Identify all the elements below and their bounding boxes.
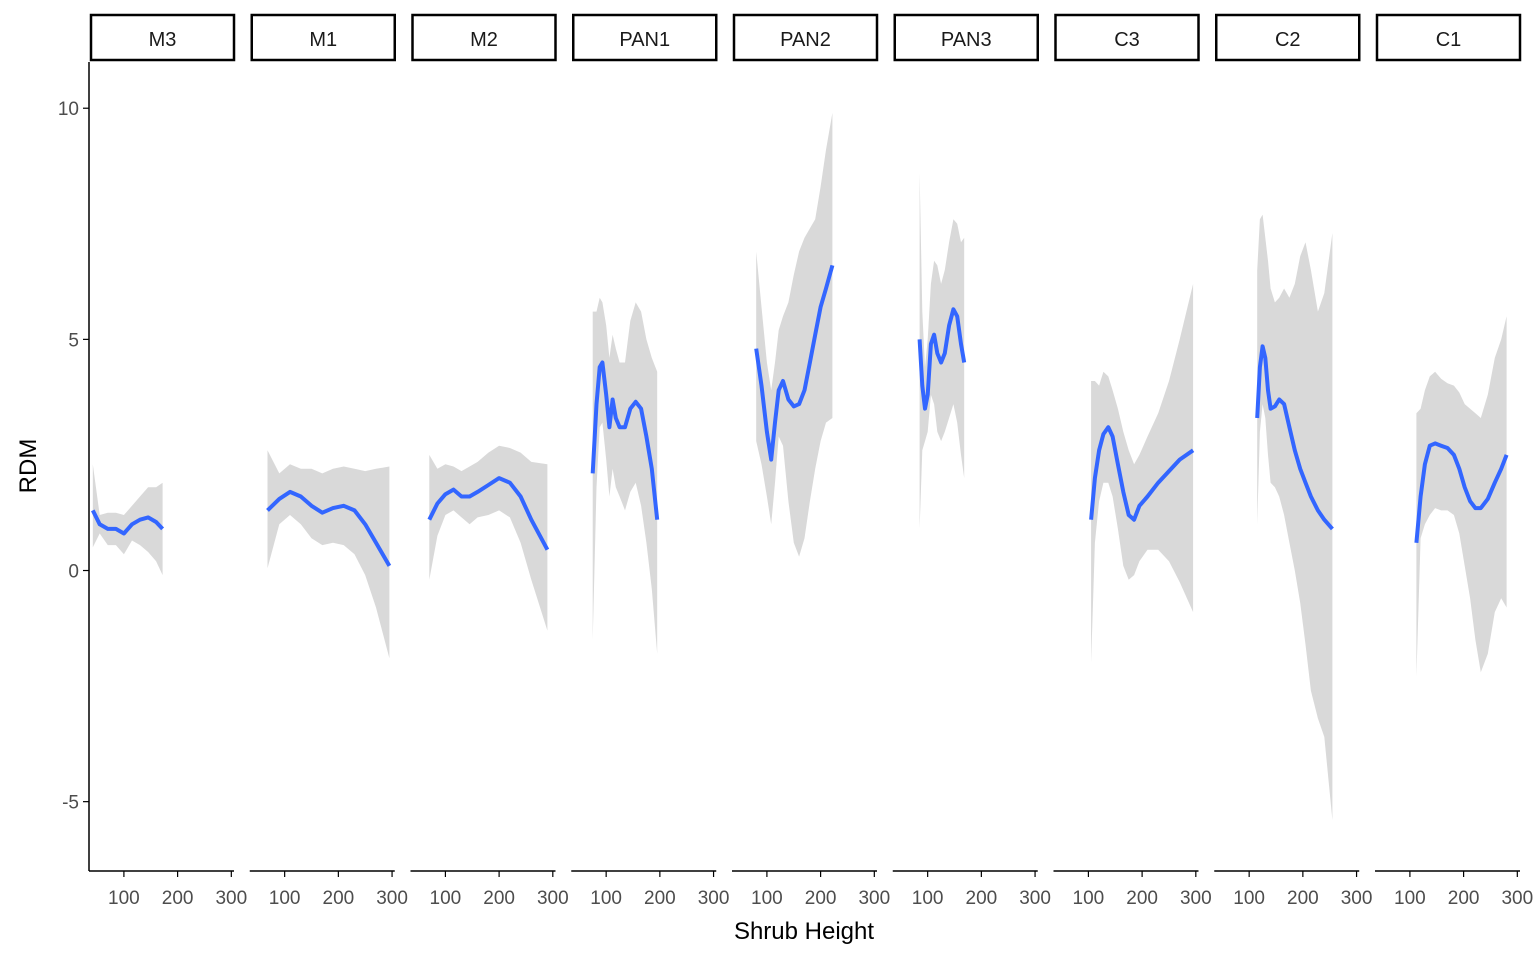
y-tick-label: 5 (68, 330, 79, 351)
smooth-line (917, 307, 967, 411)
facet-strip (1375, 13, 1522, 62)
x-tick-label: 300 (1180, 888, 1212, 909)
x-tick-label: 100 (1394, 888, 1426, 909)
x-tick-label: 200 (1287, 888, 1319, 909)
panel-c1: C1 100 200 300 (1375, 13, 1533, 909)
panel-c3: C3 100 200 300 (1053, 13, 1212, 909)
panel-c2: C2 100 200 300 (1214, 13, 1373, 909)
x-tick-label: 200 (323, 888, 355, 909)
smooth-line (266, 489, 392, 567)
facet-strip-label: M2 (470, 29, 498, 51)
x-tick-label: 200 (162, 888, 194, 909)
x-tick-label: 100 (912, 888, 944, 909)
smooth-line (1089, 425, 1195, 522)
x-tick-label: 200 (966, 888, 998, 909)
x-tick-label: 200 (805, 888, 837, 909)
y-tick-label: -5 (62, 793, 79, 814)
confidence-ribbon (429, 445, 548, 631)
smooth-line (754, 264, 835, 462)
facet-strip (1215, 13, 1361, 62)
x-tick-label: 300 (215, 888, 247, 909)
confidence-ribbon (1416, 316, 1507, 677)
facet-strip-label: PAN1 (619, 29, 670, 51)
panel-m1: M1 100 200 300 (249, 13, 408, 909)
x-tick-label: 300 (1501, 888, 1533, 909)
smooth-line (91, 509, 165, 536)
confidence-ribbon (592, 297, 658, 654)
x-tick-label: 100 (751, 888, 783, 909)
facet-strip-label: PAN3 (941, 29, 992, 51)
smooth-line (590, 360, 660, 520)
facet-strip (893, 13, 1039, 62)
x-tick-label: 200 (483, 888, 515, 909)
facet-strip-label: C3 (1114, 29, 1140, 51)
facet-strip-label: C1 (1436, 29, 1462, 51)
y-tick-label: 0 (68, 562, 79, 583)
panel-m3: M3 100 200 300 (89, 13, 247, 909)
y-tick-label: 10 (58, 99, 79, 120)
panel-pan3: PAN3 100 200 300 (892, 13, 1051, 909)
facet-strip-label: C2 (1275, 29, 1301, 51)
x-tick-label: 300 (1019, 888, 1051, 909)
x-tick-label: 100 (269, 888, 301, 909)
facet-strip-label: M1 (309, 29, 337, 51)
panel-pan2: PAN2 100 200 300 (732, 13, 890, 909)
smooth-line (1414, 441, 1509, 543)
axes-layer: -5 0 5 10 (58, 62, 90, 871)
facet-strip (89, 13, 236, 62)
x-tick-label: 100 (108, 888, 140, 909)
x-tick-label: 300 (1341, 888, 1373, 909)
facet-strip-label: PAN2 (780, 29, 831, 51)
confidence-ribbon (92, 464, 163, 576)
facet-strip (1054, 13, 1200, 62)
x-axis-title: Shrub Height (734, 918, 874, 945)
smooth-line (427, 476, 550, 551)
facet-strip (732, 13, 879, 62)
smooth-line (1255, 344, 1334, 531)
y-axis-title: RDM (15, 439, 42, 494)
x-tick-label: 200 (1448, 888, 1480, 909)
x-tick-label: 200 (1126, 888, 1158, 909)
facet-strip (572, 13, 718, 62)
x-tick-label: 200 (644, 888, 676, 909)
confidence-ribbon (1091, 283, 1194, 663)
facet-strip (411, 13, 557, 62)
panels-layer: M3 100 200 300 M1 100 200 300 M2 100 200 300 PAN1 100… (89, 13, 1533, 909)
x-tick-label: 300 (376, 888, 408, 909)
confidence-ribbon (267, 450, 390, 659)
x-tick-label: 100 (430, 888, 462, 909)
facet-strip (250, 13, 396, 62)
x-tick-label: 300 (698, 888, 730, 909)
x-tick-label: 100 (590, 888, 622, 909)
x-tick-label: 300 (858, 888, 890, 909)
confidence-ribbon (756, 112, 833, 557)
panel-pan1: PAN1 100 200 300 (571, 13, 730, 909)
facet-strip-label: M3 (149, 29, 177, 51)
confidence-ribbon (919, 172, 965, 529)
confidence-ribbon (1257, 214, 1333, 821)
x-tick-label: 300 (537, 888, 569, 909)
x-tick-label: 100 (1073, 888, 1105, 909)
panel-m2: M2 100 200 300 (410, 13, 569, 909)
x-tick-label: 100 (1233, 888, 1265, 909)
